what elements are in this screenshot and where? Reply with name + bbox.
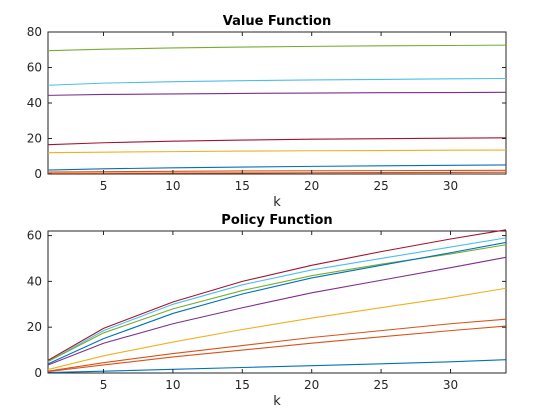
y-tick-label: 20 <box>27 132 42 146</box>
x-tick-label: 25 <box>373 378 388 392</box>
y-tick-label: 60 <box>27 61 42 75</box>
series-line-6 <box>47 164 507 171</box>
series-line-3 <box>47 244 507 363</box>
series-line-1 <box>47 44 507 52</box>
series-line-7 <box>47 169 507 173</box>
x-tick-label: 30 <box>443 179 458 193</box>
value-function-marks: 5 10 15 20 25 30 0 20 40 60 80 <box>27 25 507 193</box>
x-tick-label: 30 <box>443 378 458 392</box>
series-line-2 <box>47 77 507 86</box>
value-function-x-axis-label: k <box>273 195 281 210</box>
series-line-5 <box>47 256 507 366</box>
y-tick-label: 0 <box>34 366 42 380</box>
series-line-1 <box>47 229 507 361</box>
series-line-5 <box>47 149 507 154</box>
value-function-title: Value Function <box>223 14 331 29</box>
x-tick-label: 10 <box>165 179 180 193</box>
series-line-2 <box>47 237 507 363</box>
y-tick-label: 0 <box>34 167 42 181</box>
x-tick-label: 5 <box>100 378 108 392</box>
x-tick-label: 10 <box>165 378 180 392</box>
series-line-4 <box>47 137 507 146</box>
x-tick-label: 15 <box>235 179 250 193</box>
y-tick-label: 40 <box>27 96 42 110</box>
x-tick-label: 25 <box>373 179 388 193</box>
y-tick-label: 40 <box>27 274 42 288</box>
policy-function-title: Policy Function <box>221 213 332 228</box>
y-tick-label: 80 <box>27 25 42 39</box>
series-line-4 <box>47 241 507 365</box>
policy-function-axes: Policy Function k 5 10 15 20 25 30 0 20 40 60 <box>27 213 507 409</box>
x-tick-label: 15 <box>235 378 250 392</box>
y-tick-label: 20 <box>27 320 42 334</box>
y-tick-label: 60 <box>27 229 42 243</box>
value-function-plot-area <box>47 31 507 175</box>
policy-function-marks: 5 10 15 20 25 30 0 20 40 60 <box>27 229 507 392</box>
policy-function-x-axis-label: k <box>273 394 281 409</box>
series-line-3 <box>47 91 507 96</box>
series-line-8 <box>47 325 507 373</box>
x-tick-label: 20 <box>304 179 319 193</box>
series-line-6 <box>47 287 507 371</box>
value-function-axes: Value Function k 5 10 15 20 25 30 0 20 40 60 80 <box>27 14 507 210</box>
policy-function-plot-area <box>47 230 507 374</box>
series-line-9 <box>47 359 507 374</box>
series-line-8 <box>47 171 507 175</box>
series-line-7 <box>47 318 507 372</box>
x-tick-label: 5 <box>100 179 108 193</box>
x-tick-label: 20 <box>304 378 319 392</box>
